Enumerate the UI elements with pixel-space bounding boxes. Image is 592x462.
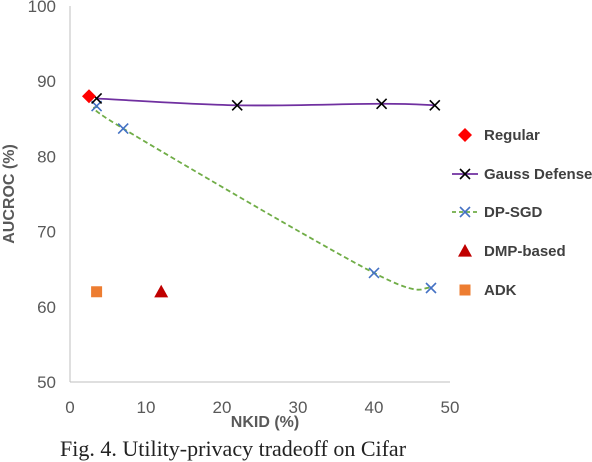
data-point — [376, 98, 388, 110]
x-axis-title: NKID (%) — [231, 414, 299, 431]
legend-label: DMP-based — [484, 243, 566, 260]
legend-label: ADK — [484, 282, 517, 299]
y-tick-label: 60 — [37, 298, 56, 317]
x-tick-label: 10 — [137, 398, 156, 417]
x-tick-label: 40 — [365, 398, 384, 417]
series-adk — [91, 286, 103, 298]
data-point — [117, 123, 129, 135]
series-dp-sgd — [91, 100, 437, 294]
x-tick-label: 20 — [213, 398, 232, 417]
legend-label: DP-SGD — [484, 204, 543, 221]
series-line — [93, 105, 432, 291]
x-tick-label: 30 — [289, 398, 308, 417]
legend-item: ADK — [459, 282, 517, 299]
legend-item: Regular — [458, 127, 540, 144]
series-gauss-defense — [91, 92, 441, 111]
data-point — [231, 99, 243, 111]
data-point — [368, 267, 380, 279]
legend-marker — [458, 128, 472, 142]
y-tick-label: 80 — [37, 147, 56, 166]
data-point — [429, 99, 441, 111]
legend-marker — [459, 168, 471, 180]
legend-label: Regular — [484, 127, 540, 144]
y-tick-label: 100 — [28, 0, 56, 16]
data-point — [425, 282, 437, 294]
y-tick-label: 90 — [37, 72, 56, 91]
chart: 50 60 70 80 90 100 0 10 20 30 40 50 Regular Gauss De… — [1, 0, 592, 431]
legend-label: Gauss Defense — [484, 166, 592, 183]
legend-item: Gauss Defense — [452, 166, 592, 183]
y-tick-label: 70 — [37, 223, 56, 242]
legend-item: DP-SGD — [452, 204, 543, 221]
x-tick-label: 50 — [441, 398, 460, 417]
legend-marker — [459, 284, 471, 296]
figure-caption: Fig. 4. Utility-privacy tradeoff on Cifa… — [60, 436, 407, 461]
plot-area — [82, 89, 441, 298]
series-regular — [82, 89, 96, 104]
data-point — [154, 284, 169, 298]
y-axis-title: AUCROC (%) — [1, 144, 18, 244]
series-line — [96, 97, 435, 107]
legend-marker — [458, 244, 472, 257]
legend: Regular Gauss Defense DP-SGD DMP-based ADK — [452, 127, 592, 299]
legend-marker — [459, 206, 471, 218]
series-dmp-based — [154, 284, 169, 298]
x-tick-label: 0 — [65, 398, 74, 417]
data-point — [82, 89, 96, 104]
data-point — [91, 286, 103, 298]
tick-labels: 50 60 70 80 90 100 0 10 20 30 40 50 — [28, 0, 460, 417]
legend-item: DMP-based — [458, 243, 566, 260]
axes — [69, 6, 450, 383]
y-tick-label: 50 — [37, 373, 56, 392]
